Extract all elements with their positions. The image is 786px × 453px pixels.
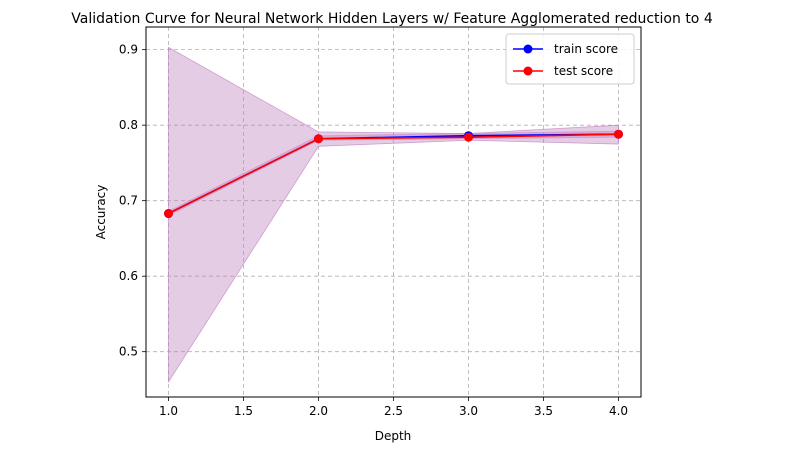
data-point-test [164,209,173,219]
y-tick-label: 0.9 [119,43,138,57]
data-point-test [314,134,323,144]
y-tick-label: 0.6 [119,269,138,283]
y-tick-label: 0.7 [119,194,138,208]
x-tick-label: 2.5 [384,404,403,418]
series-line-test [168,133,619,215]
x-axis-ticks: 1.0 1.5 2.0 2.5 3.0 3.5 4.0 [159,397,628,418]
data-point-test [464,132,473,142]
legend-marker-train [523,44,533,54]
x-tick-label: 4.0 [609,404,628,418]
y-axis-ticks: 0.5 0.6 0.7 0.8 0.9 [119,43,146,359]
grid [146,27,641,397]
legend-marker-test [523,66,533,76]
x-tick-label: 1.5 [234,404,253,418]
y-tick-label: 0.5 [119,345,138,359]
legend-label-train: train score [554,42,618,56]
chart-title: Validation Curve for Neural Network Hidd… [71,11,713,27]
legend: train score test score [505,33,635,85]
x-tick-label: 3.5 [534,404,553,418]
y-tick-label: 0.8 [119,118,138,132]
x-tick-label: 3.0 [459,404,478,418]
legend-label-test: test score [554,64,613,78]
x-axis-label: Depth [375,429,412,443]
y-axis-label: Accuracy [94,185,108,240]
x-tick-label: 1.0 [159,404,178,418]
confidence-band-test [168,46,619,384]
x-tick-label: 2.0 [309,404,328,418]
series-lines [164,129,623,219]
data-point-test [614,129,623,139]
